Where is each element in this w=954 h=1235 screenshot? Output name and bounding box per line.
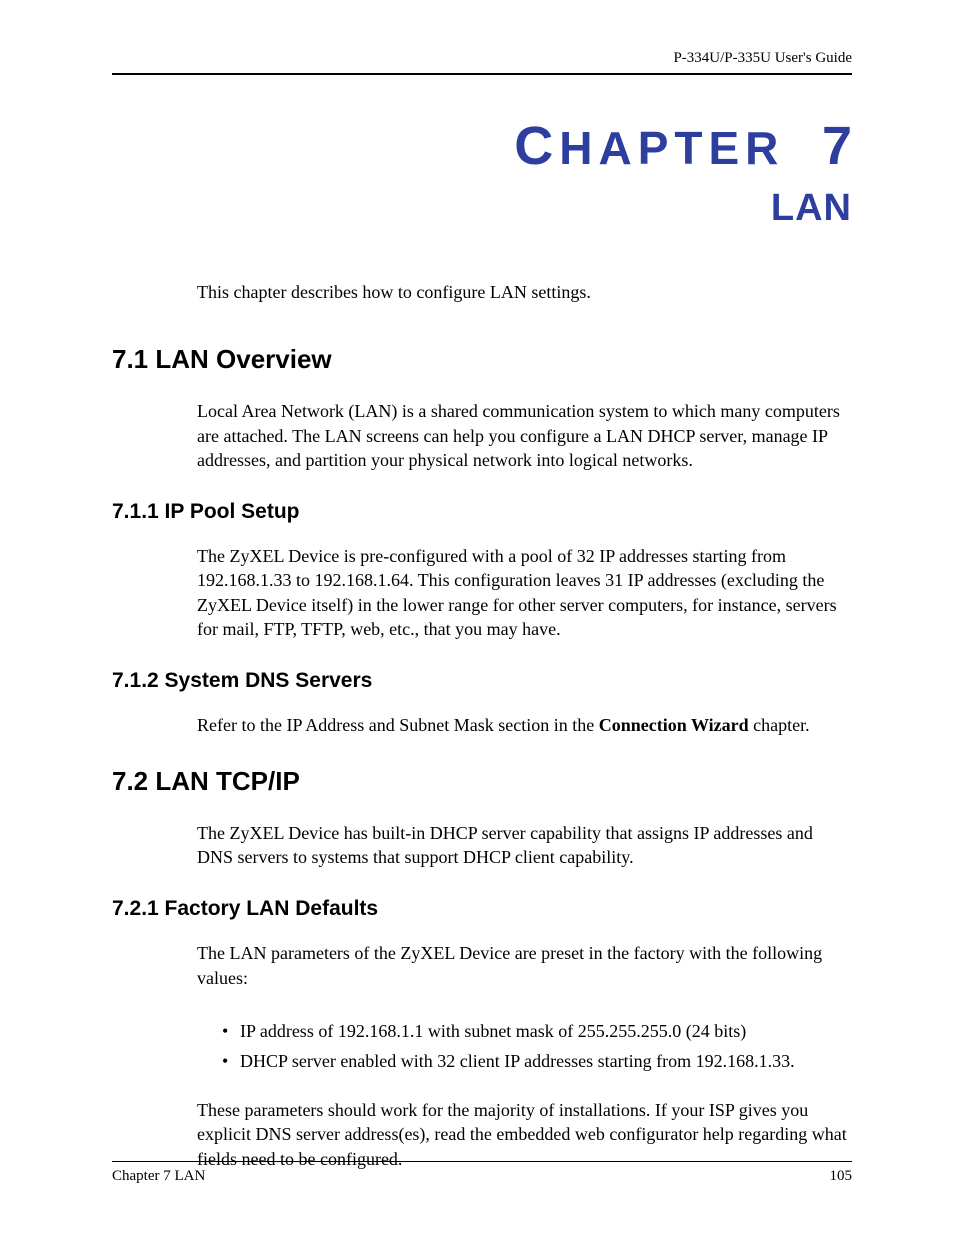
section-7-1-text: Local Area Network (LAN) is a shared com… [197, 399, 852, 472]
page-content: P-334U/P-335U User's Guide CHAPTER 7 LAN… [112, 50, 852, 1199]
page-footer: Chapter 7 LAN 105 [112, 1161, 852, 1185]
footer-page-number: 105 [830, 1168, 853, 1185]
chapter-number: 7 [822, 116, 852, 176]
section-7-1-1-heading: 7.1.1 IP Pool Setup [112, 500, 852, 524]
section-7-2-1-intro: The LAN parameters of the ZyXEL Device a… [197, 941, 852, 990]
section-7-1-2-bold: Connection Wizard [599, 715, 749, 735]
section-7-1-2-heading: 7.1.2 System DNS Servers [112, 669, 852, 693]
chapter-heading-block: CHAPTER 7 LAN [112, 115, 852, 230]
section-7-2-1-heading: 7.2.1 Factory LAN Defaults [112, 897, 852, 921]
section-7-2-text: The ZyXEL Device has built-in DHCP serve… [197, 821, 852, 870]
footer-row: Chapter 7 LAN 105 [112, 1168, 852, 1185]
footer-rule [112, 1161, 852, 1162]
chapter-title: LAN [112, 187, 852, 230]
chapter-label: CHAPTER 7 [112, 115, 852, 177]
chapter-intro: This chapter describes how to configure … [197, 280, 852, 304]
chapter-word-rest: HAPTER [559, 122, 784, 174]
section-7-2-1-outro: These parameters should work for the maj… [197, 1098, 852, 1171]
section-7-1-heading: 7.1 LAN Overview [112, 344, 852, 375]
footer-left: Chapter 7 LAN [112, 1168, 205, 1185]
section-7-1-2-text: Refer to the IP Address and Subnet Mask … [197, 713, 852, 737]
list-item: IP address of 192.168.1.1 with subnet ma… [222, 1018, 852, 1044]
section-7-2-heading: 7.2 LAN TCP/IP [112, 766, 852, 797]
section-7-1-1-text: The ZyXEL Device is pre-configured with … [197, 544, 852, 641]
section-7-2-1-bullets: IP address of 192.168.1.1 with subnet ma… [222, 1018, 852, 1074]
header-rule [112, 73, 852, 75]
list-item: DHCP server enabled with 32 client IP ad… [222, 1048, 852, 1074]
section-7-1-2-pre: Refer to the IP Address and Subnet Mask … [197, 715, 599, 735]
section-7-1-2-post: chapter. [749, 715, 810, 735]
chapter-first-letter: C [514, 116, 559, 176]
running-header: P-334U/P-335U User's Guide [112, 50, 852, 67]
